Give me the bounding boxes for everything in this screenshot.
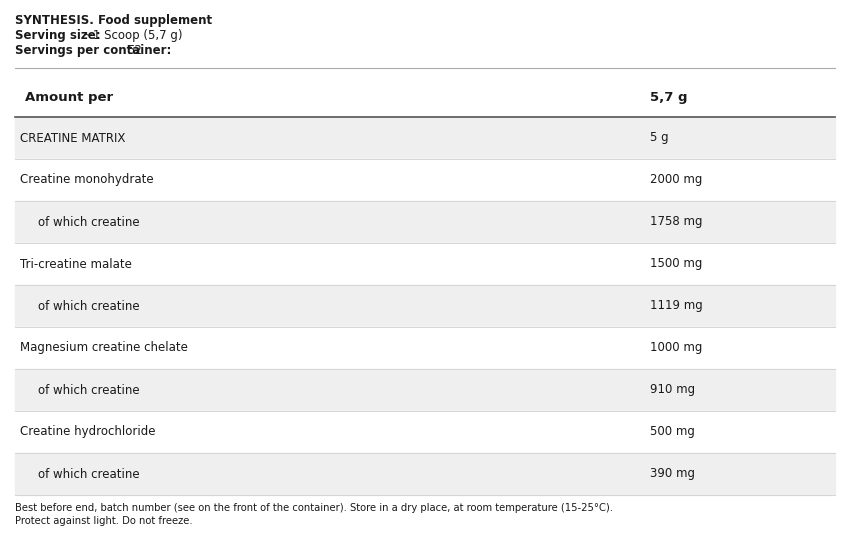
Text: 1500 mg: 1500 mg <box>650 257 702 270</box>
Bar <box>15 159 835 201</box>
Text: Amount per: Amount per <box>25 91 113 104</box>
Text: 5,7 g: 5,7 g <box>650 91 688 104</box>
Text: 500 mg: 500 mg <box>650 426 695 439</box>
Text: of which creatine: of which creatine <box>38 468 140 481</box>
Bar <box>15 201 835 243</box>
Text: 5 g: 5 g <box>650 131 668 144</box>
Text: 2000 mg: 2000 mg <box>650 174 702 186</box>
Text: of which creatine: of which creatine <box>38 216 140 229</box>
Text: Servings per container:: Servings per container: <box>15 44 176 57</box>
Bar <box>15 327 835 369</box>
Text: of which creatine: of which creatine <box>38 300 140 313</box>
Bar <box>15 369 835 411</box>
Text: Creatine hydrochloride: Creatine hydrochloride <box>20 426 155 439</box>
Text: of which creatine: of which creatine <box>38 383 140 396</box>
Bar <box>15 453 835 495</box>
Text: 52: 52 <box>127 44 142 57</box>
Bar <box>15 117 835 159</box>
Text: 1000 mg: 1000 mg <box>650 342 702 355</box>
Bar <box>15 243 835 285</box>
Text: 910 mg: 910 mg <box>650 383 695 396</box>
Text: 390 mg: 390 mg <box>650 468 695 481</box>
Text: Best before end, batch number (see on the front of the container). Store in a dr: Best before end, batch number (see on th… <box>15 503 613 526</box>
Text: CREATINE MATRIX: CREATINE MATRIX <box>20 131 126 144</box>
Text: Creatine monohydrate: Creatine monohydrate <box>20 174 153 186</box>
Text: Magnesium creatine chelate: Magnesium creatine chelate <box>20 342 188 355</box>
Text: Serving size:: Serving size: <box>15 29 105 42</box>
Bar <box>15 285 835 327</box>
Text: 1758 mg: 1758 mg <box>650 216 702 229</box>
Bar <box>15 77 835 117</box>
Text: 1119 mg: 1119 mg <box>650 300 703 313</box>
Text: SYNTHESIS. Food supplement: SYNTHESIS. Food supplement <box>15 14 212 27</box>
Bar <box>15 411 835 453</box>
Text: ~1 Scoop (5,7 g): ~1 Scoop (5,7 g) <box>83 29 182 42</box>
Text: Tri-creatine malate: Tri-creatine malate <box>20 257 132 270</box>
